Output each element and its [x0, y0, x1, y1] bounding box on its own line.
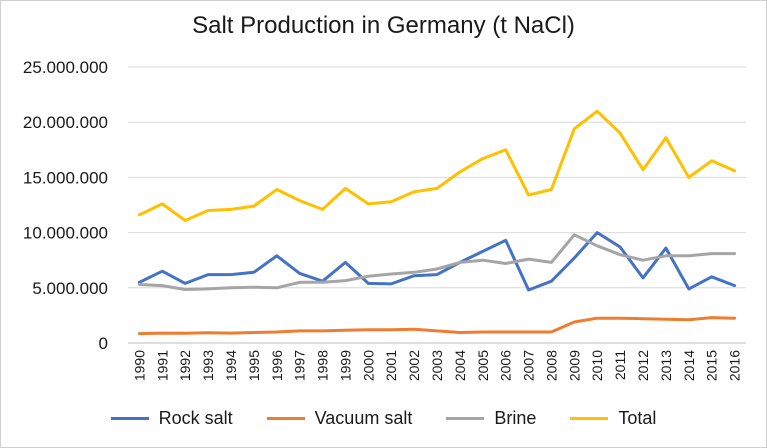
- y-tick-label: 15.000.000: [23, 168, 108, 187]
- y-tick-label: 0: [99, 334, 108, 353]
- x-tick-label: 2016: [727, 350, 743, 381]
- series-line-vacuum-salt: [137, 316, 737, 336]
- x-tick-label: 2014: [681, 350, 697, 381]
- x-tick-label: 2006: [498, 350, 514, 381]
- x-tick-label: 1993: [200, 350, 216, 381]
- x-tick-label: 2005: [475, 350, 491, 381]
- legend-item-rock-salt: Rock salt: [110, 408, 233, 429]
- x-tick-label: 1991: [154, 350, 170, 381]
- legend-swatch-brine: [446, 417, 485, 420]
- legend-swatch-total: [570, 417, 609, 420]
- legend-item-total: Total: [570, 408, 656, 429]
- y-tick-label: 5.000.000: [32, 279, 108, 298]
- legend-swatch-rock-salt: [110, 417, 149, 420]
- series-line-total: [137, 109, 737, 222]
- legend: Rock salt Vacuum salt Brine Total: [0, 408, 767, 429]
- x-tick-label: 2001: [383, 350, 399, 381]
- x-tick-label: 2015: [704, 350, 720, 381]
- x-tick-label: 2008: [543, 350, 559, 381]
- x-tick-label: 1995: [246, 350, 262, 381]
- y-axis-tick-labels: 0 5.000.000 10.000.000 15.000.000 20.000.000…: [23, 58, 108, 353]
- gridlines: [128, 66, 746, 344]
- legend-label-brine: Brine: [494, 408, 537, 428]
- x-axis-tick-labels: 1990 1991 1992 1993 1994 1995 1996 1997 1998 1999…: [131, 350, 742, 381]
- x-tick-label: 2004: [452, 350, 468, 381]
- legend-label-vacuum-salt: Vacuum salt: [314, 408, 413, 428]
- legend-item-vacuum-salt: Vacuum salt: [266, 408, 413, 429]
- x-tick-label: 2011: [612, 350, 628, 380]
- x-tick-label: 2000: [360, 350, 376, 381]
- x-tick-label: 2007: [521, 350, 537, 381]
- x-tick-label: 2009: [566, 350, 582, 381]
- x-tick-label: 1994: [223, 350, 239, 381]
- y-tick-label: 10.000.000: [23, 224, 108, 243]
- legend-label-total: Total: [618, 408, 657, 428]
- x-tick-label: 2003: [429, 350, 445, 381]
- x-tick-label: 2010: [589, 350, 605, 381]
- x-tick-label: 1999: [337, 350, 353, 381]
- legend-swatch-vacuum-salt: [266, 417, 305, 420]
- x-tick-label: 2013: [658, 350, 674, 381]
- x-tick-label: 1990: [131, 350, 147, 381]
- series-lines: [137, 109, 737, 336]
- x-tick-label: 2002: [406, 350, 422, 381]
- legend-label-rock-salt: Rock salt: [158, 408, 233, 428]
- x-tick-label: 1992: [177, 350, 193, 381]
- y-tick-label: 25.000.000: [23, 58, 108, 77]
- legend-item-brine: Brine: [446, 408, 536, 429]
- x-tick-label: 2012: [635, 350, 651, 381]
- series-line-rock-salt: [137, 231, 737, 292]
- series-line-brine: [137, 233, 737, 291]
- x-tick-label: 1998: [315, 350, 331, 381]
- x-tick-label: 1997: [292, 350, 308, 381]
- y-tick-label: 20.000.000: [23, 113, 108, 132]
- x-tick-label: 1996: [269, 350, 285, 381]
- chart-title: Salt Production in Germany (t NaCl): [192, 12, 575, 39]
